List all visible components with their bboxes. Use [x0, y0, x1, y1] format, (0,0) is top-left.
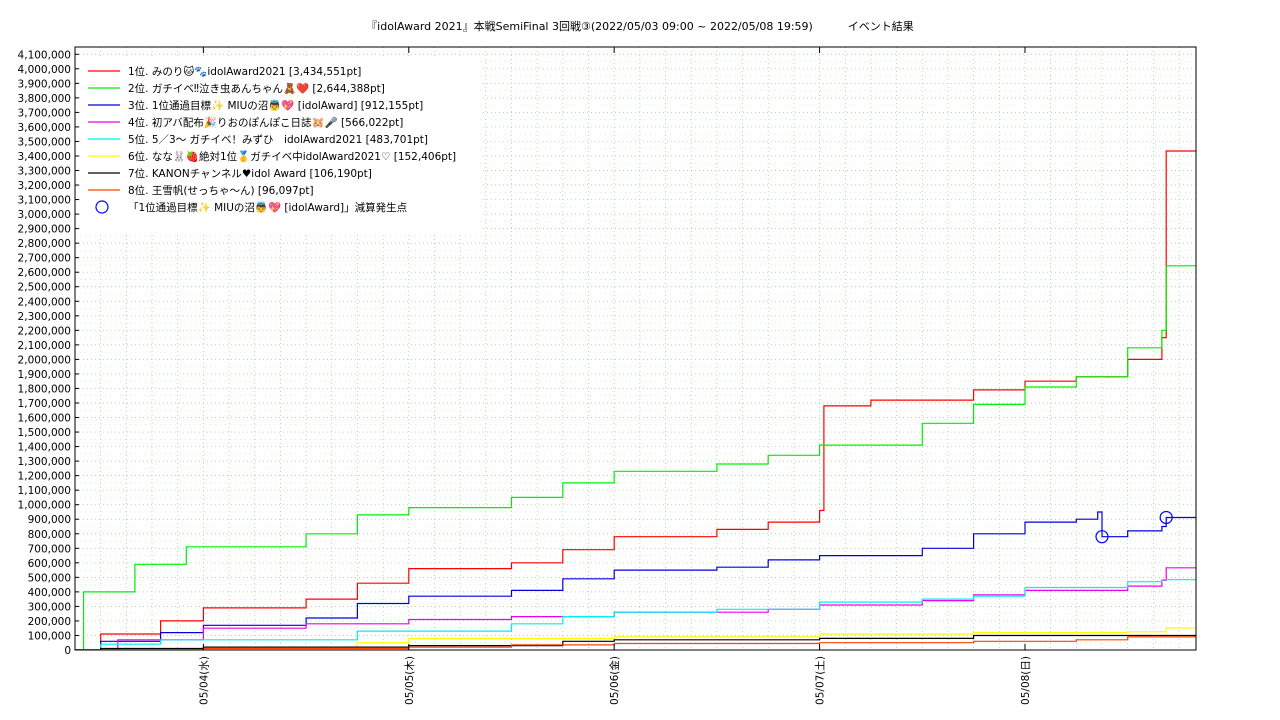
- y-tick-label: 0: [64, 645, 71, 657]
- decrease-marker: [1095, 530, 1109, 544]
- legend-entry: 5位. 5／3〜 ガチイベ！みずひ idolAward2021 [483,701…: [128, 133, 428, 146]
- y-tick-label: 3,800,000: [18, 93, 71, 105]
- y-tick-label: 600,000: [28, 558, 71, 570]
- series-line-4: [75, 567, 1196, 650]
- x-tick-label: 05/06(金): [608, 656, 621, 705]
- y-tick-label: 1,200,000: [18, 471, 71, 483]
- x-tick-label: 05/08(日): [1020, 656, 1032, 705]
- legend-entry: 6位. なな🐰🍓絶対1位🥇ガチイベ中idolAward2021♡ [152,40…: [128, 150, 456, 163]
- x-tick-label: 05/05(木): [404, 656, 416, 705]
- y-axis: 0 100,000 200,000 300,000 400,000 500,000 600,…: [18, 49, 79, 657]
- legend-box: [80, 57, 480, 235]
- legend-marker-entry: 「1位通過目標✨ MIUの沼👼💖 [idolAward]」減算発生点: [128, 201, 407, 214]
- x-tick-label: 05/07(土): [814, 656, 827, 705]
- legend-entry: 2位. ガチイベ‼泣き虫あんちゃん🧸❤️ [2,644,388pt]: [128, 82, 385, 95]
- legend-entry: 3位. 1位通過目標✨ MIUの沼👼💖 [idolAward] [912,155…: [128, 99, 423, 112]
- x-tick-label: 05/04(水): [198, 656, 210, 705]
- y-tick-label: 4,000,000: [18, 64, 71, 76]
- chart-title: 『idolAward 2021』本戦SemiFinal 3回戦③(2022/05…: [366, 20, 914, 33]
- y-tick-label: 2,600,000: [18, 267, 71, 279]
- y-tick-label: 2,100,000: [18, 340, 71, 352]
- y-tick-label: 4,100,000: [18, 49, 71, 61]
- y-tick-label: 200,000: [28, 616, 71, 628]
- y-tick-label: 2,700,000: [18, 253, 71, 265]
- y-tick-label: 300,000: [28, 601, 71, 613]
- y-tick-label: 3,500,000: [18, 136, 71, 148]
- y-tick-label: 800,000: [28, 529, 71, 541]
- y-tick-label: 2,900,000: [18, 224, 71, 236]
- series-line-5: [75, 579, 1196, 650]
- y-tick-label: 2,400,000: [18, 296, 71, 308]
- series-lines: [75, 150, 1196, 650]
- x-axis: 05/04(水) 05/05(木) 05/06(金) 05/07(土) 05/08(日): [198, 47, 1032, 705]
- y-tick-label: 100,000: [28, 630, 71, 642]
- y-tick-label: 700,000: [28, 543, 71, 555]
- y-tick-label: 1,000,000: [18, 500, 71, 512]
- y-tick-label: 1,100,000: [18, 485, 71, 497]
- legend-marker-icon: [95, 200, 109, 214]
- y-tick-label: 3,100,000: [18, 195, 71, 207]
- y-tick-label: 2,200,000: [18, 325, 71, 337]
- legend-entry: 4位. 初アバ配布🎉りおのぽんぽこ日誌🐹🎤 [566,022pt]: [128, 116, 403, 129]
- y-tick-label: 1,300,000: [18, 456, 71, 468]
- y-tick-label: 900,000: [28, 514, 71, 526]
- legend-entry: 7位. KANONチャンネル♥idol Award [106,190pt]: [128, 167, 372, 180]
- y-tick-label: 3,700,000: [18, 107, 71, 119]
- y-tick-label: 3,300,000: [18, 166, 71, 178]
- grid: [75, 47, 1196, 650]
- y-tick-label: 1,500,000: [18, 427, 71, 439]
- y-tick-label: 1,400,000: [18, 442, 71, 454]
- y-tick-label: 1,800,000: [18, 383, 71, 395]
- plot-frame: [74, 46, 1197, 651]
- y-tick-label: 1,700,000: [18, 398, 71, 410]
- y-tick-label: 2,500,000: [18, 282, 71, 294]
- y-tick-label: 500,000: [28, 572, 71, 584]
- legend-entry: 8位. 王雪帆(せっちゃ〜ん) [96,097pt]: [128, 184, 314, 197]
- series-line-7: [75, 634, 1196, 650]
- y-tick-label: 3,900,000: [18, 78, 71, 90]
- y-tick-label: 400,000: [28, 587, 71, 599]
- series-line-3: [75, 511, 1196, 650]
- y-tick-label: 2,800,000: [18, 238, 71, 250]
- y-tick-label: 3,400,000: [18, 151, 71, 163]
- decrease-marker: [1159, 510, 1173, 525]
- y-tick-label: 3,600,000: [18, 122, 71, 134]
- y-tick-label: 3,200,000: [18, 180, 71, 192]
- marker-points: [1095, 510, 1173, 544]
- y-tick-label: 1,900,000: [18, 369, 71, 381]
- series-line-8: [75, 636, 1196, 650]
- series-line-2: [75, 265, 1196, 650]
- y-tick-label: 3,000,000: [18, 209, 71, 221]
- legend: 1位. みのり🐱🐾idolAward2021 [3,434,551pt] 2位. …: [80, 57, 480, 235]
- legend-entry: 1位. みのり🐱🐾idolAward2021 [3,434,551pt]: [128, 65, 361, 78]
- y-tick-label: 1,600,000: [18, 413, 71, 425]
- y-tick-label: 2,300,000: [18, 311, 71, 323]
- y-tick-label: 2,000,000: [18, 354, 71, 366]
